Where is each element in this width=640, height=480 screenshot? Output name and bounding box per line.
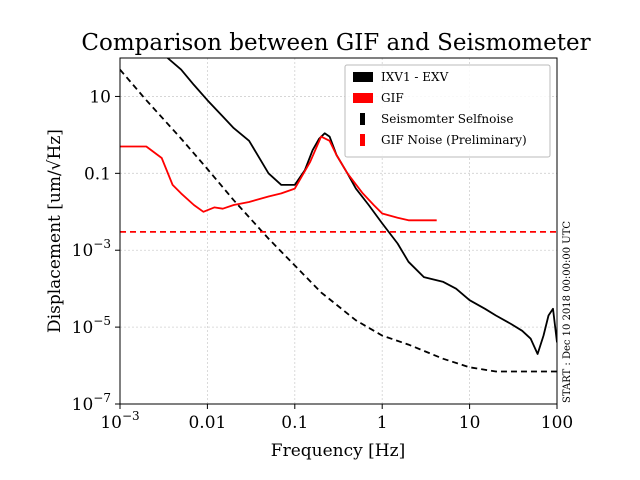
y-axis-label: Displacement [um/√Hz] — [45, 129, 65, 333]
y-tick-label: 10 — [89, 87, 111, 107]
series-line-ixv1-exv — [167, 58, 557, 355]
legend-swatch-ixv1-exv — [353, 72, 373, 82]
legend-swatch-gif-noise-preliminary — [360, 134, 365, 146]
x-tick-label: 10−3 — [100, 409, 139, 433]
x-axis-label: Frequency [Hz] — [271, 441, 405, 461]
legend-swatch-seismomter-selfnoise — [360, 113, 365, 125]
legend-label-seismomter-selfnoise: Seismomter Selfnoise — [381, 112, 513, 126]
y-tick-label: 10−5 — [72, 314, 111, 338]
start-time-annotation: START : Dec 10 2018 00:00:00 UTC — [562, 221, 573, 403]
ticks: 10−3 0.01 0.1 1 10 100 10−7 10−5 10−3 0.1 10 — [72, 87, 574, 433]
series-layer — [120, 58, 557, 373]
legend: IXV1 - EXV GIF Seismomter Selfnoise GIF Noi… — [344, 64, 551, 158]
plot-frame — [119, 57, 558, 405]
y-tick-label: 0.1 — [84, 164, 111, 184]
legend-label-gif-noise-preliminary: GIF Noise (Preliminary) — [381, 133, 527, 147]
y-tick-label: 10−7 — [72, 391, 111, 415]
legend-label-gif: GIF — [381, 91, 404, 105]
x-tick-label: 0.01 — [188, 413, 226, 433]
legend-swatch-gif — [353, 93, 373, 103]
x-tick-label: 10 — [459, 413, 481, 433]
chart-title: Comparison between GIF and Seismometer — [81, 30, 590, 56]
legend-label-ixv1-exv: IXV1 - EXV — [381, 70, 449, 84]
x-tick-label: 100 — [541, 413, 573, 433]
legend-box — [344, 64, 551, 158]
x-tick-label: 0.1 — [281, 413, 308, 433]
y-tick-label: 10−3 — [72, 237, 111, 261]
series-line-gif — [120, 135, 437, 222]
x-tick-label: 1 — [377, 413, 388, 433]
series-line-seismomter-selfnoise — [120, 69, 557, 373]
